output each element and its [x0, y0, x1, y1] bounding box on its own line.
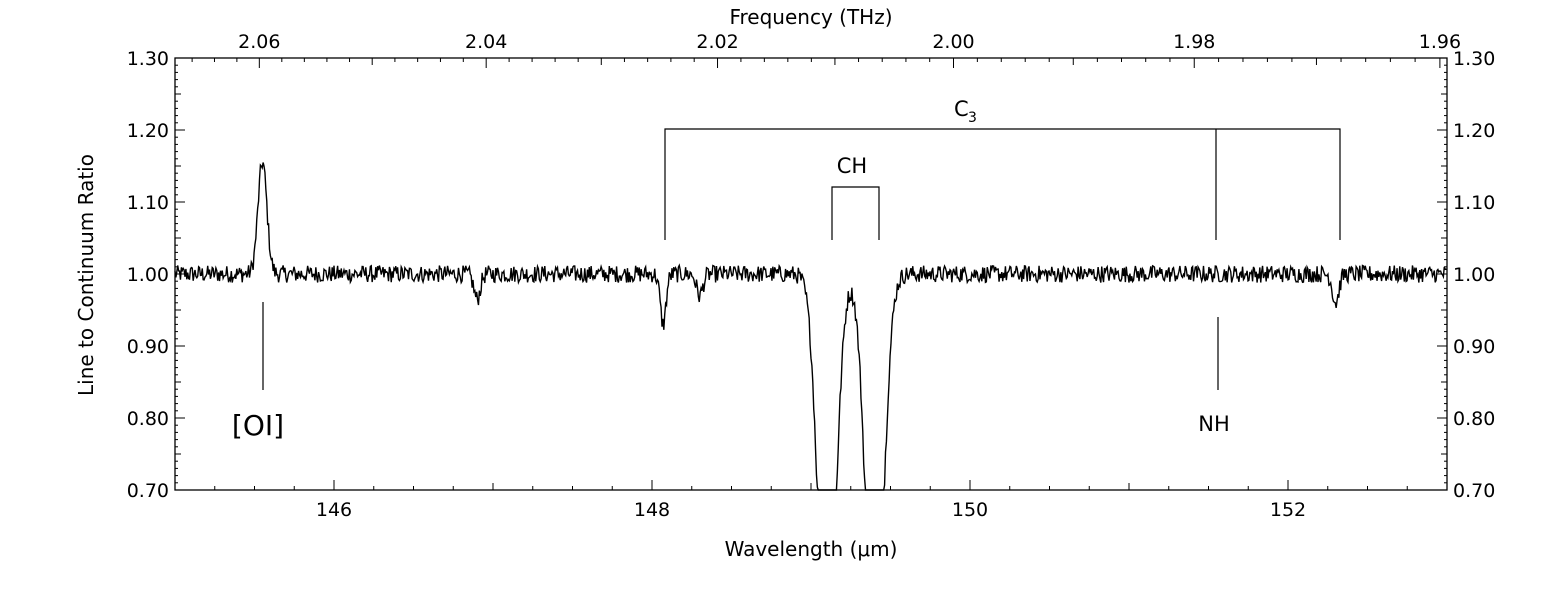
c3-bracket — [664, 128, 1341, 240]
x-tick-label: 152 — [1270, 499, 1306, 521]
c3-subscript: 3 — [968, 110, 977, 126]
y-tick-label-right: 1.30 — [1453, 48, 1495, 70]
x-tick-label: 148 — [634, 499, 670, 521]
top-tick-label: 2.04 — [465, 31, 507, 53]
top-axis-label: Frequency (THz) — [729, 5, 892, 29]
nh-label: NH — [1198, 412, 1230, 436]
x-tick-label: 150 — [952, 499, 988, 521]
y-tick-label-left: 1.00 — [127, 264, 169, 286]
y-tick-label-left: 0.80 — [127, 408, 169, 430]
ticks-layer: 146 148 150 152 2.06 2.04 2.02 2.00 1.98 1.96 0.70… — [127, 31, 1496, 521]
x-axis-label: Wavelength (μm) — [725, 537, 898, 561]
top-tick-label: 2.02 — [696, 31, 738, 53]
y-tick-label-right: 1.10 — [1453, 192, 1495, 214]
spectrum-line — [174, 162, 1448, 491]
y-tick-label-left: 1.10 — [127, 192, 169, 214]
y-tick-label-right: 0.70 — [1453, 480, 1495, 502]
ch-label: CH — [837, 154, 867, 178]
y-tick-label-left: 0.90 — [127, 336, 169, 358]
y-tick-label-right: 0.90 — [1453, 336, 1495, 358]
y-tick-label-right: 1.20 — [1453, 120, 1495, 142]
y-axis-label: Line to Continuum Ratio — [74, 154, 98, 396]
top-tick-label: 2.00 — [932, 31, 974, 53]
y-tick-label-left: 0.70 — [127, 480, 169, 502]
series-layer — [174, 162, 1448, 491]
y-tick-label-left: 1.30 — [127, 48, 169, 70]
y-tick-label-right: 0.80 — [1453, 408, 1495, 430]
y-tick-label-left: 1.20 — [127, 120, 169, 142]
y-tick-label-right: 1.00 — [1453, 264, 1495, 286]
top-tick-label: 1.96 — [1419, 31, 1461, 53]
ch-bracket — [831, 186, 880, 240]
annotation-layer: [OI] NH CH C 3 — [232, 97, 1341, 442]
c3-label: C — [954, 97, 969, 121]
oi-label: [OI] — [232, 409, 284, 442]
top-tick-label: 2.06 — [238, 31, 280, 53]
x-tick-label: 146 — [316, 499, 352, 521]
top-tick-label: 1.98 — [1173, 31, 1215, 53]
